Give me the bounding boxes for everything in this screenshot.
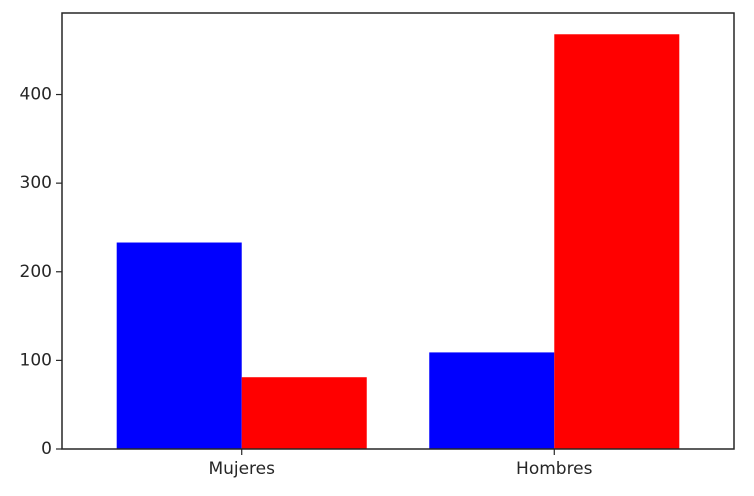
y-axis: 0 100 200 300 400 — [20, 85, 62, 459]
y-tick-label: 400 — [20, 85, 52, 105]
x-axis: Mujeres Hombres — [208, 449, 593, 479]
y-tick-label: 200 — [20, 262, 52, 282]
bar-series2-mujeres — [241, 377, 367, 449]
bar-series1-mujeres — [116, 242, 242, 449]
y-tick-label: 0 — [41, 439, 52, 459]
x-tick-label-hombres: Hombres — [516, 459, 593, 479]
bar-series1-hombres — [429, 352, 555, 449]
bars-layer — [116, 34, 680, 450]
bar-series2-hombres — [554, 34, 680, 450]
plot-frame — [61, 12, 735, 450]
y-tick-label: 100 — [20, 350, 52, 370]
y-tick-label: 300 — [20, 173, 52, 193]
x-tick-label-mujeres: Mujeres — [208, 459, 275, 479]
